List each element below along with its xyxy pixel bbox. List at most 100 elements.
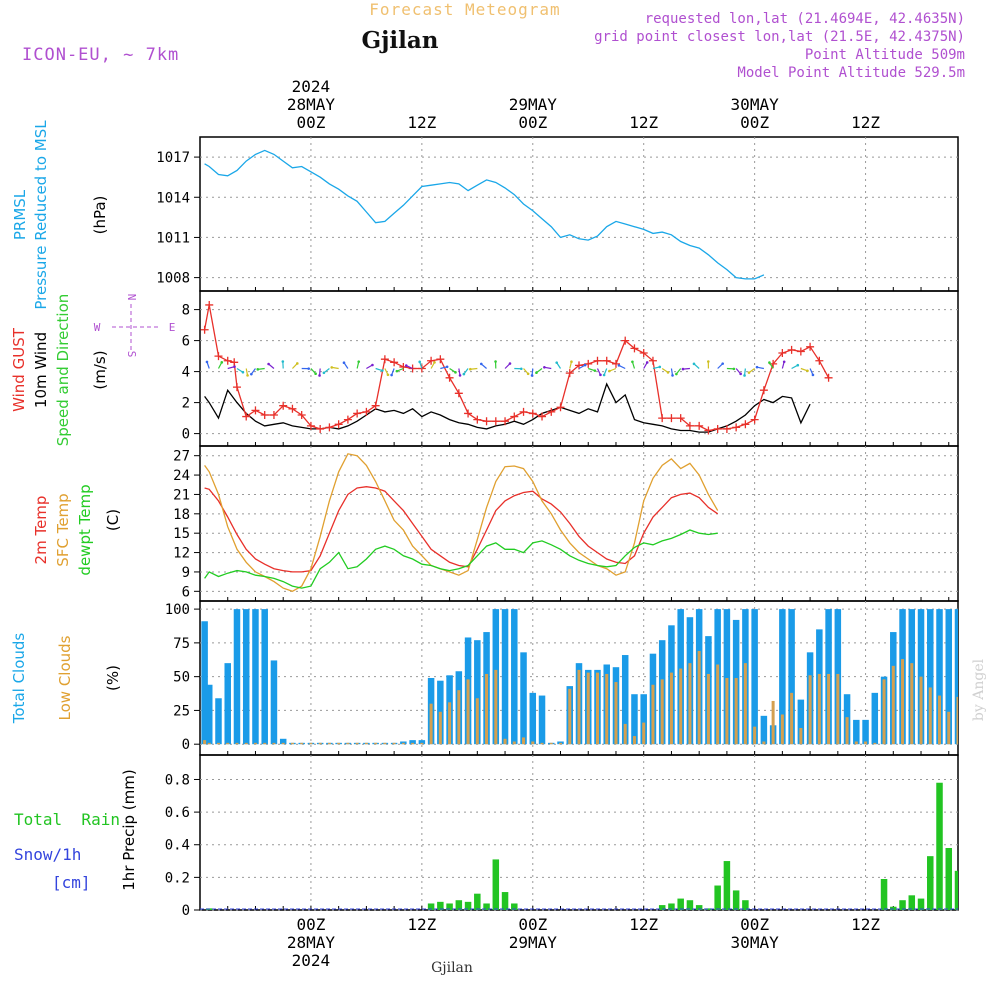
gust-marker <box>788 346 796 354</box>
low-cloud-bar <box>476 698 479 744</box>
top-time-label: 30MAY <box>731 95 780 114</box>
pressure-unit: (hPa) <box>91 196 109 235</box>
temperature-frame <box>200 446 958 601</box>
low-cloud-bar <box>374 743 377 744</box>
direction-arrow-head <box>739 373 742 376</box>
bottom-time-label: 29MAY <box>509 933 558 952</box>
low-cloud-bar <box>245 743 248 744</box>
direction-arrow-head <box>693 363 696 366</box>
wind-ytick-label: 0 <box>182 427 190 443</box>
low-cloud-bar <box>688 663 691 744</box>
direction-arrow-head <box>357 360 360 363</box>
gust-line <box>205 305 829 431</box>
gust-marker <box>593 357 601 365</box>
direction-arrow-head <box>256 368 259 371</box>
low-cloud-bar <box>272 743 275 744</box>
total-cloud-bar <box>252 609 259 744</box>
low-cloud-bar <box>725 678 728 744</box>
total-cloud-bar <box>751 609 758 744</box>
low-cloud-bar <box>864 741 867 744</box>
rain-bar <box>890 907 897 910</box>
direction-arrow-head <box>206 361 209 364</box>
low-cloud-bar <box>485 674 488 744</box>
watermark: by Angel <box>971 658 987 721</box>
low-cloud-bar <box>282 743 285 744</box>
direction-arrow-head <box>469 368 472 371</box>
direction-arrow-head <box>646 361 649 364</box>
total-cloud-bar <box>215 698 222 744</box>
rain-bar <box>936 783 943 910</box>
total-cloud-bar <box>224 663 231 744</box>
direction-arrow-head <box>323 372 326 375</box>
low-cloud-bar <box>328 743 331 744</box>
total-cloud-bar <box>206 685 213 744</box>
gust-marker <box>344 416 352 424</box>
direction-arrow-head <box>396 370 399 373</box>
pressure-ytick-label: 1008 <box>156 271 190 287</box>
low-cloud-bar <box>587 673 590 745</box>
direction-arrow-head <box>748 371 751 374</box>
direction-arrow-head <box>658 366 661 369</box>
low-cloud-bar <box>568 689 571 744</box>
low-cloud-bar <box>522 737 525 744</box>
low-cloud-bar <box>337 743 340 744</box>
total-cloud-bar <box>539 696 546 745</box>
low-cloud-bar <box>504 739 507 744</box>
wind-unit: (m/s) <box>91 350 109 389</box>
top-time-label: 2024 <box>292 77 331 96</box>
gust-marker <box>695 422 703 430</box>
direction-arrow-head <box>733 368 736 371</box>
compass-rose: N W E S <box>94 294 176 358</box>
gust-label: Wind GUST <box>10 327 28 412</box>
gust-marker <box>372 402 380 410</box>
gust-marker <box>390 358 398 366</box>
clouds-ytick-label: 0 <box>182 737 190 753</box>
direction-arrow-head <box>463 373 466 376</box>
low-cloud-bar <box>670 673 673 745</box>
wind10m-label: 10m Wind <box>32 332 50 408</box>
top-time-label: 12Z <box>851 113 880 132</box>
direction-arrow-head <box>390 374 393 377</box>
bottom-time-label: 12Z <box>851 915 880 934</box>
bottom-time-label: 2024 <box>292 951 331 970</box>
gust-marker <box>483 417 491 425</box>
clouds-ytick-label: 100 <box>165 602 190 618</box>
low-cloud-bar <box>393 743 396 744</box>
temperature-ytick-label: 21 <box>173 487 190 503</box>
rain-bar <box>909 895 916 910</box>
model-point-altitude: Model Point Altitude 529.5m <box>737 65 965 81</box>
direction-arrow-head <box>721 362 724 365</box>
dewpt-label: dewpt Temp <box>76 484 94 575</box>
gust-marker <box>214 352 222 360</box>
direction-arrow-head <box>233 365 236 368</box>
gust-marker <box>205 301 213 309</box>
low-cloud-bar <box>448 702 451 744</box>
low-cloud-bar <box>929 687 932 744</box>
rain-bar <box>955 871 962 910</box>
pressure-line <box>205 150 764 279</box>
t2m-label: 2m Temp <box>32 496 50 565</box>
gust-marker <box>732 423 740 431</box>
low-cloud-bar <box>892 666 895 744</box>
direction-arrow-head <box>371 364 374 367</box>
low-cloud-bar <box>254 743 257 744</box>
low-cloud-bar <box>291 743 294 744</box>
low-cloud-bar <box>439 712 442 744</box>
gust-marker <box>224 357 232 365</box>
gust-marker <box>557 403 565 411</box>
low-cloud-bar <box>559 743 562 744</box>
temperature-ytick-label: 9 <box>182 565 190 581</box>
precip-axis-label: 1hr Precip (mm) <box>120 769 138 890</box>
low-cloud-bar <box>605 674 608 744</box>
clouds-unit: (%) <box>104 665 122 691</box>
panel-precip: 00.20.40.60.8 <box>165 755 962 919</box>
direction-arrow-head <box>768 361 771 364</box>
wind-ytick-label: 2 <box>182 396 190 412</box>
low-cloud-bar <box>235 743 238 744</box>
direction-arrow-head <box>707 360 710 363</box>
gust-marker <box>251 406 259 414</box>
rain-bar <box>493 859 500 910</box>
total-cloud-bar <box>872 693 879 744</box>
bottom-time-label: 12Z <box>629 915 658 934</box>
